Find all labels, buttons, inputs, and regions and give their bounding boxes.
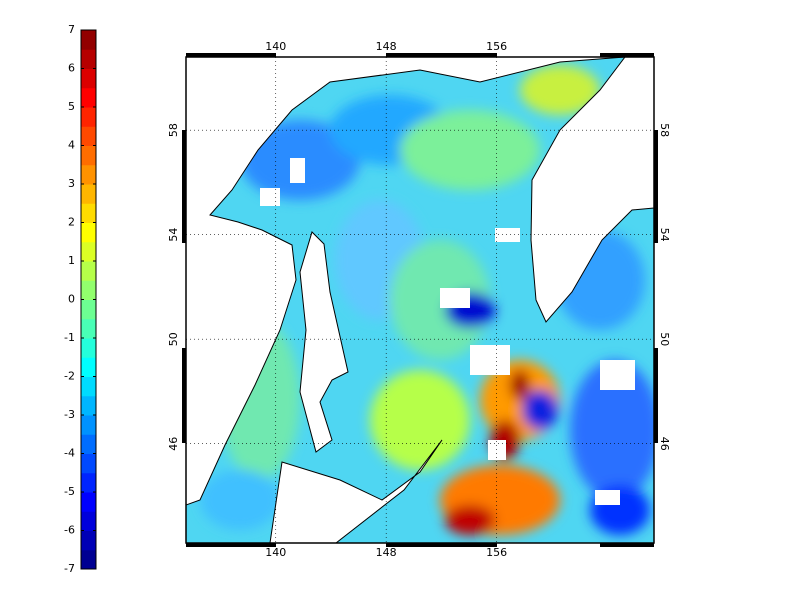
y-tick-label: 58 — [167, 123, 180, 137]
x-tick-label: 148 — [376, 40, 397, 53]
colorbar-tick-label: 4 — [68, 139, 75, 152]
colorbar-tick-label: -1 — [64, 331, 75, 344]
colorbar-band — [81, 376, 96, 397]
colorbar-band — [81, 472, 96, 493]
colorbar-band — [81, 68, 96, 89]
colorbar-band — [81, 203, 96, 223]
colorbar-tick-label: 5 — [68, 100, 75, 113]
x-tick-label: 140 — [265, 546, 286, 559]
colorbar-band — [81, 49, 96, 69]
colorbar-band — [81, 530, 96, 551]
colorbar-band — [81, 145, 96, 166]
colorbar-tick-label: -4 — [64, 447, 75, 460]
colorbar-tick-label: -2 — [64, 370, 75, 383]
colorbar-band — [81, 415, 96, 435]
colorbar-band — [81, 357, 96, 377]
colorbar-band — [81, 434, 96, 454]
colorbar-band — [81, 222, 96, 243]
map-border — [182, 53, 658, 547]
colorbar-band — [81, 164, 96, 185]
colorbar-tick-label: 1 — [68, 254, 75, 267]
colorbar-band — [81, 511, 96, 531]
colorbar-band — [81, 87, 96, 108]
colorbar-band — [81, 107, 96, 127]
map-field — [186, 57, 654, 543]
y-tick-label: 46 — [167, 437, 180, 451]
colorbar-band — [81, 299, 96, 320]
y-tick-label: 50 — [658, 332, 671, 346]
x-tick-label: 156 — [486, 40, 507, 53]
colorbar-tick-label: -7 — [64, 562, 75, 575]
y-tick-label: 50 — [167, 332, 180, 346]
colorbar-tick-label: 2 — [68, 216, 75, 229]
colorbar-band — [81, 395, 96, 416]
colorbar-tick-label: -6 — [64, 524, 75, 537]
colorbar-tick-label: -3 — [64, 408, 75, 421]
colorbar-band — [81, 492, 96, 512]
y-tick-label: 54 — [658, 228, 671, 242]
x-tick-label: 140 — [265, 40, 286, 53]
colorbar-band — [81, 280, 96, 300]
y-tick-label: 46 — [658, 437, 671, 451]
y-tick-label: 58 — [658, 123, 671, 137]
colorbar-band — [81, 261, 96, 281]
colorbar-tick-label: 3 — [68, 177, 75, 190]
colorbar-band — [81, 241, 96, 262]
colorbar-band — [81, 453, 96, 474]
colorbar-tick-label: 0 — [68, 293, 75, 306]
colorbar-band — [81, 338, 96, 358]
colorbar-band — [81, 549, 96, 570]
colorbar-band — [81, 30, 96, 50]
colorbar-band — [81, 126, 96, 146]
colorbar-tick-label: -5 — [64, 485, 75, 498]
colorbar-band — [81, 318, 96, 339]
colorbar-tick-label: 7 — [68, 23, 75, 36]
x-tick-label: 148 — [376, 546, 397, 559]
colorbar-band — [81, 184, 96, 204]
y-tick-label: 54 — [167, 228, 180, 242]
x-tick-label: 156 — [486, 546, 507, 559]
colorbar-tick-label: 6 — [68, 62, 75, 75]
